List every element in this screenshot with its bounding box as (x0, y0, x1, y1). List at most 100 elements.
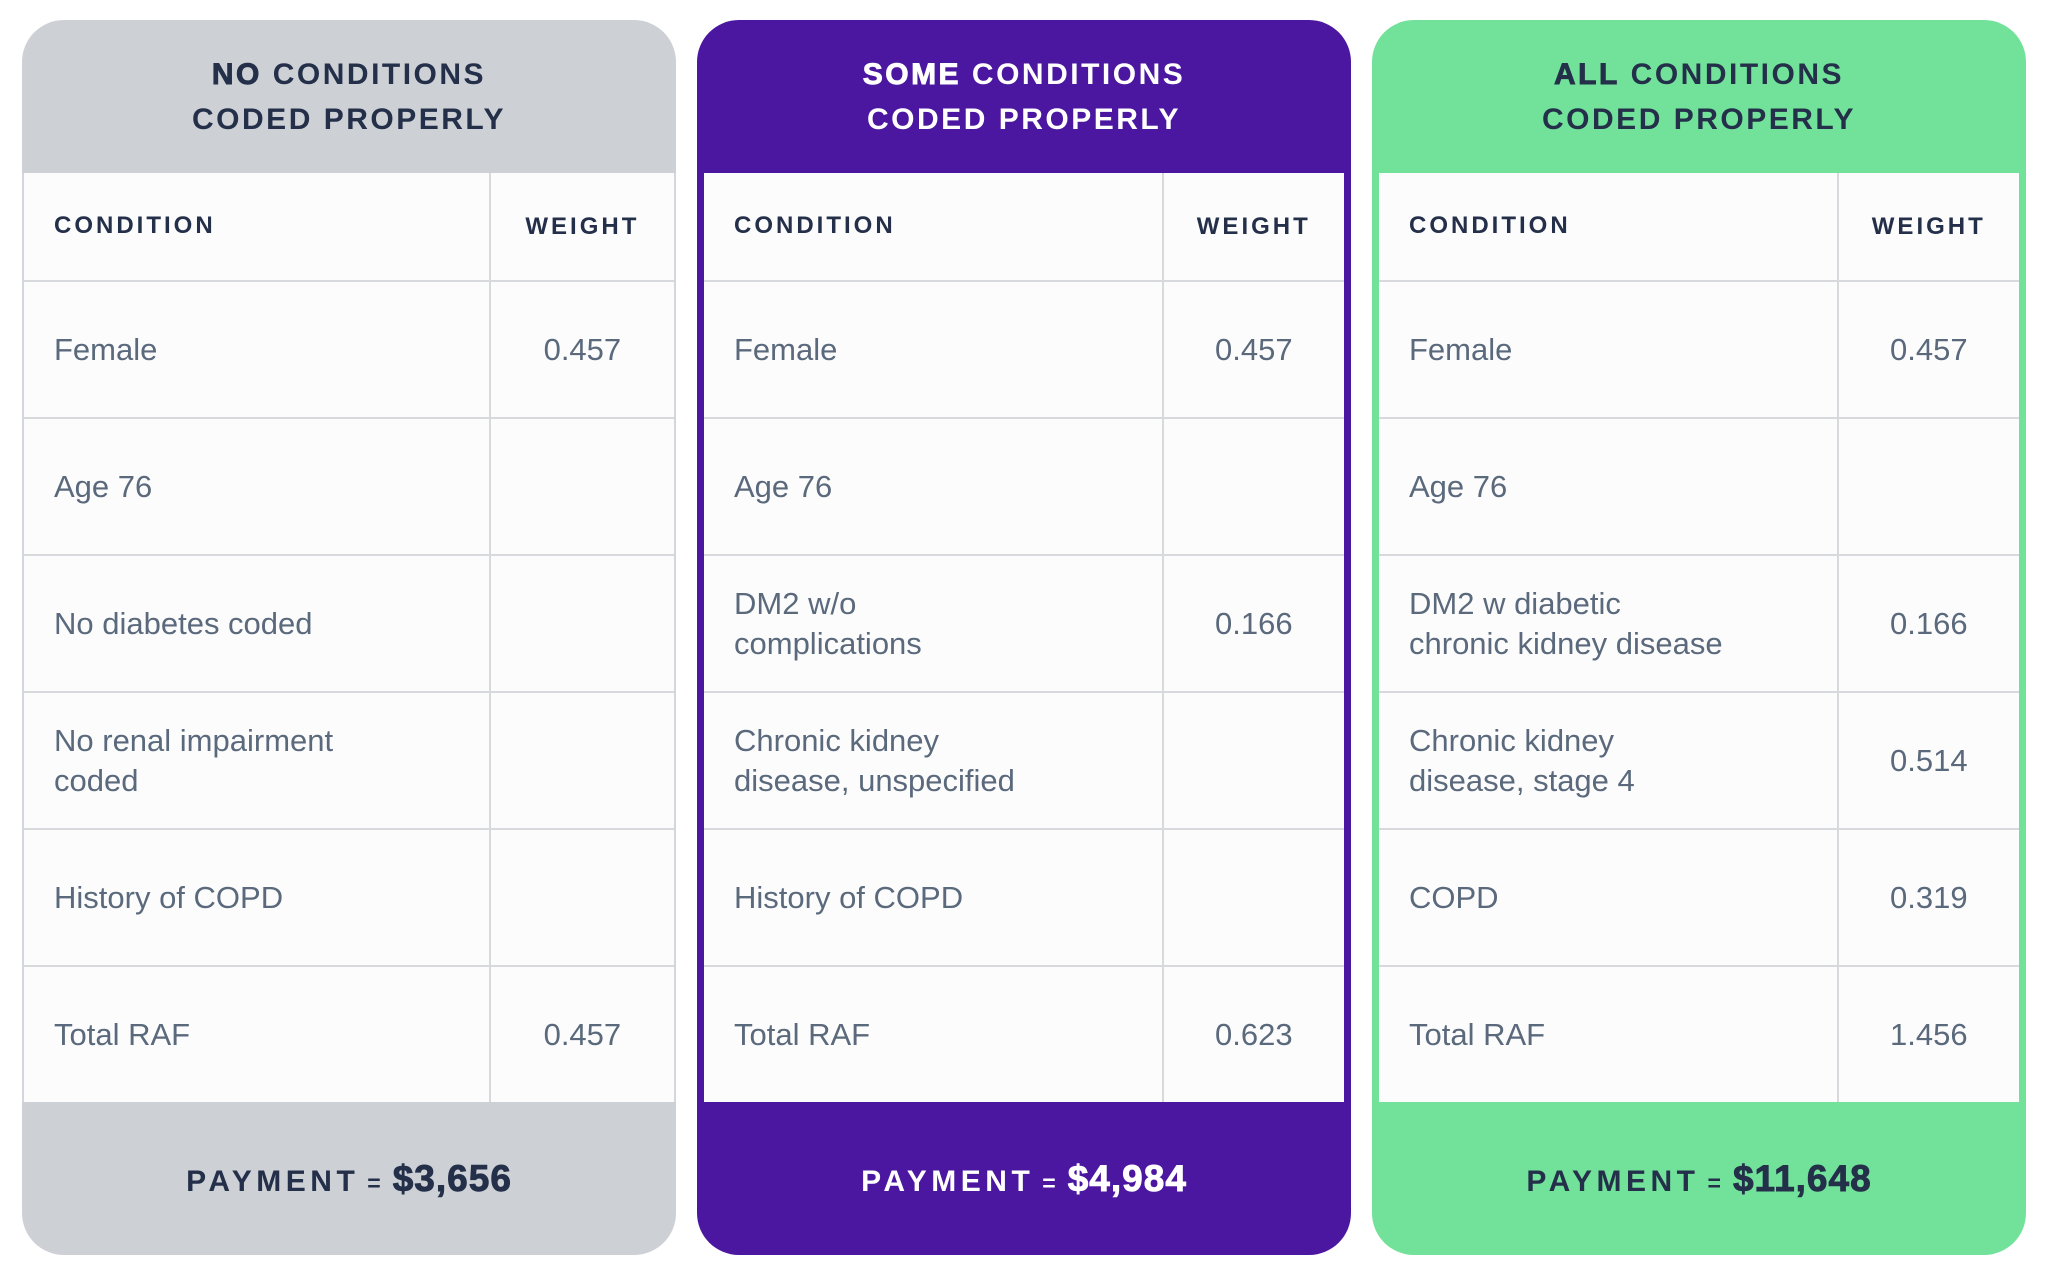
weight-cell (488, 693, 674, 828)
card-some-conditions: SOME CONDITIONS CODED PROPERLY CONDITION… (697, 20, 1351, 1255)
table-row: DM2 w diabetic chronic kidney disease 0.… (1379, 554, 2019, 691)
table-row: Age 76 (704, 417, 1344, 554)
weight-cell (1161, 830, 1344, 965)
card-header: ALL CONDITIONS CODED PROPERLY (1372, 20, 2026, 173)
title-emphasis: SOME (862, 57, 962, 91)
weight-column-header: WEIGHT (1836, 173, 2019, 280)
table-row: COPD 0.319 (1379, 828, 2019, 965)
conditions-table: CONDITION WEIGHT Female 0.457 Age 76 DM2… (697, 173, 1351, 1102)
table-row: Female 0.457 (704, 280, 1344, 417)
table-header-row: CONDITION WEIGHT (704, 173, 1344, 280)
weight-cell: 0.166 (1161, 556, 1344, 691)
card-title: ALL CONDITIONS CODED PROPERLY (1542, 52, 1856, 142)
condition-cell: Female (734, 331, 838, 367)
card-header: SOME CONDITIONS CODED PROPERLY (697, 20, 1351, 173)
condition-cell: Age 76 (54, 468, 153, 504)
condition-cell: DM2 w diabetic chronic kidney disease (1409, 586, 1723, 661)
weight-cell: 0.457 (1836, 282, 2019, 417)
conditions-table: CONDITION WEIGHT Female 0.457 Age 76 No … (22, 173, 676, 1102)
table-row: No renal impairment coded (24, 691, 674, 828)
card-title: NO CONDITIONS CODED PROPERLY (192, 52, 506, 142)
condition-cell: History of COPD (54, 879, 284, 915)
condition-cell: History of COPD (734, 879, 964, 915)
condition-cell: DM2 w/o complications (734, 586, 922, 661)
payment-equals: = (1042, 1169, 1056, 1196)
weight-cell (1836, 419, 2019, 554)
weight-cell (488, 830, 674, 965)
condition-cell: Age 76 (1409, 468, 1508, 504)
condition-column-header: CONDITION (1409, 212, 1571, 240)
weight-cell (488, 556, 674, 691)
condition-cell: Total RAF (1409, 1016, 1546, 1052)
weight-cell (488, 419, 674, 554)
weight-cell: 1.456 (1836, 967, 2019, 1102)
weight-cell: 0.166 (1836, 556, 2019, 691)
table-row: Chronic kidney disease, stage 4 0.514 (1379, 691, 2019, 828)
condition-column-header: CONDITION (54, 212, 216, 240)
weight-column-header: WEIGHT (488, 173, 674, 280)
table-row: DM2 w/o complications 0.166 (704, 554, 1344, 691)
weight-cell (1161, 693, 1344, 828)
table-row: No diabetes coded (24, 554, 674, 691)
payment-label: PAYMENT (1526, 1164, 1700, 1198)
table-row: History of COPD (704, 828, 1344, 965)
title-line1: NO CONDITIONS (192, 52, 506, 97)
table-row-total-raf: Total RAF 1.456 (1379, 965, 2019, 1102)
weight-cell: 0.319 (1836, 830, 2019, 965)
card-header: NO CONDITIONS CODED PROPERLY (22, 20, 676, 173)
table-row: Chronic kidney disease, unspecified (704, 691, 1344, 828)
table-row: Female 0.457 (24, 280, 674, 417)
title-rest: CONDITIONS (971, 57, 1186, 91)
table-row: History of COPD (24, 828, 674, 965)
weight-cell: 0.457 (488, 282, 674, 417)
payment-label: PAYMENT (861, 1164, 1035, 1198)
payment-bar: PAYMENT = $11,648 (1372, 1102, 2026, 1255)
condition-cell: Total RAF (54, 1016, 191, 1052)
table-header-row: CONDITION WEIGHT (24, 173, 674, 280)
payment-amount: $11,648 (1732, 1157, 1872, 1199)
payment-line: PAYMENT = $4,984 (861, 1157, 1187, 1200)
table-row: Female 0.457 (1379, 280, 2019, 417)
weight-cell: 0.623 (1161, 967, 1344, 1102)
condition-cell: Female (1409, 331, 1513, 367)
condition-cell: Age 76 (734, 468, 833, 504)
table-header-row: CONDITION WEIGHT (1379, 173, 2019, 280)
title-line1: SOME CONDITIONS (862, 52, 1186, 97)
payment-bar: PAYMENT = $4,984 (697, 1102, 1351, 1255)
title-emphasis: NO (211, 57, 262, 91)
weight-column-header: WEIGHT (1161, 173, 1344, 280)
table-row-total-raf: Total RAF 0.457 (24, 965, 674, 1102)
title-line1: ALL CONDITIONS (1542, 52, 1856, 97)
condition-cell: No renal impairment coded (54, 723, 334, 798)
condition-cell: No diabetes coded (54, 605, 313, 641)
table-row: Age 76 (24, 417, 674, 554)
weight-cell (1161, 419, 1344, 554)
title-rest: CONDITIONS (1630, 57, 1844, 91)
payment-label: PAYMENT (186, 1164, 360, 1198)
weight-cell: 0.457 (1161, 282, 1344, 417)
conditions-table: CONDITION WEIGHT Female 0.457 Age 76 DM2… (1372, 173, 2026, 1102)
weight-cell: 0.514 (1836, 693, 2019, 828)
payment-line: PAYMENT = $11,648 (1526, 1157, 1872, 1200)
condition-cell: COPD (1409, 879, 1499, 915)
card-title: SOME CONDITIONS CODED PROPERLY (862, 52, 1186, 142)
table-row-total-raf: Total RAF 0.623 (704, 965, 1344, 1102)
payment-bar: PAYMENT = $3,656 (22, 1102, 676, 1255)
payment-amount: $4,984 (1067, 1157, 1187, 1199)
weight-cell: 0.457 (488, 967, 674, 1102)
payment-amount: $3,656 (392, 1157, 512, 1199)
condition-cell: Chronic kidney disease, stage 4 (1409, 723, 1635, 798)
title-emphasis: ALL (1553, 57, 1620, 91)
table-row: Age 76 (1379, 417, 2019, 554)
payment-line: PAYMENT = $3,656 (186, 1157, 512, 1200)
title-line2: CODED PROPERLY (192, 102, 506, 136)
card-all-conditions: ALL CONDITIONS CODED PROPERLY CONDITION … (1372, 20, 2026, 1255)
title-line2: CODED PROPERLY (1542, 102, 1856, 136)
payment-equals: = (1707, 1169, 1721, 1196)
condition-cell: Total RAF (734, 1016, 871, 1052)
condition-cell: Female (54, 331, 158, 367)
title-rest: CONDITIONS (272, 57, 487, 91)
condition-column-header: CONDITION (734, 212, 896, 240)
title-line2: CODED PROPERLY (867, 102, 1181, 136)
